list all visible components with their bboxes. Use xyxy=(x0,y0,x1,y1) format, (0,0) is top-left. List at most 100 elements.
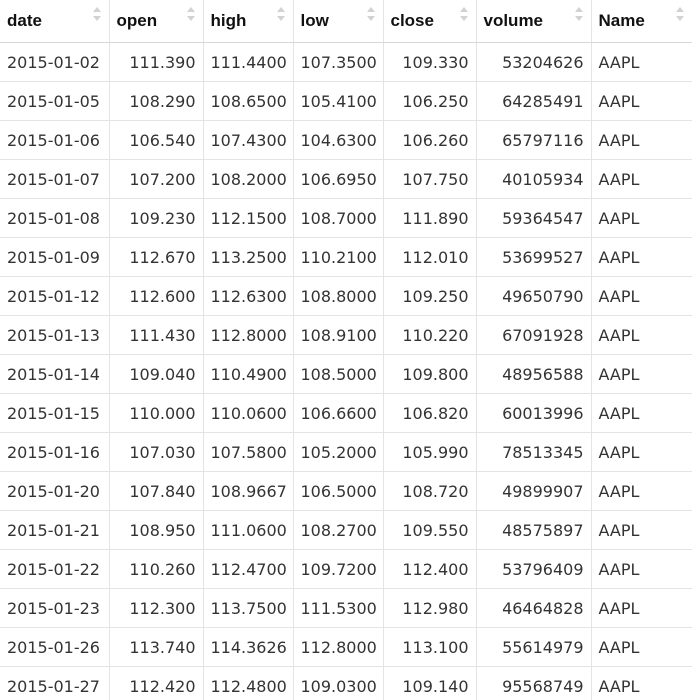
cell-volume: 40105934 xyxy=(476,159,592,199)
cell-open: 108.950 xyxy=(109,510,204,550)
cell-close: 112.400 xyxy=(383,549,477,589)
cell-name: AAPL xyxy=(591,198,692,238)
cell-high: 113.2500 xyxy=(203,237,294,277)
cell-date: 2015-01-13 xyxy=(0,315,110,355)
cell-volume: 60013996 xyxy=(476,393,592,433)
cell-high: 110.4900 xyxy=(203,354,294,394)
cell-low: 108.7000 xyxy=(293,198,384,238)
column-header-label: close xyxy=(390,11,434,30)
cell-open: 106.540 xyxy=(109,120,204,160)
column-header-low[interactable]: low xyxy=(293,0,384,43)
cell-low: 108.2700 xyxy=(293,510,384,550)
sort-descending-icon[interactable] xyxy=(276,16,285,21)
cell-high: 108.2000 xyxy=(203,159,294,199)
sort-ascending-icon[interactable] xyxy=(459,7,468,12)
sort-arrows-icon[interactable] xyxy=(366,7,376,23)
cell-close: 106.250 xyxy=(383,81,477,121)
sort-ascending-icon[interactable] xyxy=(366,7,375,12)
table-row: 2015-01-08 109.230 112.1500 108.7000 111.890… xyxy=(0,198,692,238)
sort-descending-icon[interactable] xyxy=(366,16,375,21)
cell-name: AAPL xyxy=(591,315,692,355)
table-row: 2015-01-02 111.390 111.4400 107.3500 109.330… xyxy=(0,42,692,82)
cell-open: 107.840 xyxy=(109,471,204,511)
sort-descending-icon[interactable] xyxy=(676,16,684,21)
cell-close: 108.720 xyxy=(383,471,477,511)
cell-volume: 53204626 xyxy=(476,42,592,82)
column-header-date[interactable]: date xyxy=(0,0,110,43)
table-row: 2015-01-22 110.260 112.4700 109.7200 112.400… xyxy=(0,549,692,589)
cell-close: 112.980 xyxy=(383,588,477,628)
sort-arrows-icon[interactable] xyxy=(276,7,286,23)
cell-date: 2015-01-07 xyxy=(0,159,110,199)
table-row: 2015-01-15 110.000 110.0600 106.6600 106.820… xyxy=(0,393,692,433)
table-body: 2015-01-02 111.390 111.4400 107.3500 109.330… xyxy=(0,42,692,700)
column-header-label: date xyxy=(7,11,42,30)
cell-high: 112.4800 xyxy=(203,666,294,700)
sort-ascending-icon[interactable] xyxy=(276,7,285,12)
cell-date: 2015-01-06 xyxy=(0,120,110,160)
cell-date: 2015-01-22 xyxy=(0,549,110,589)
cell-date: 2015-01-27 xyxy=(0,666,110,700)
column-header-close[interactable]: close xyxy=(383,0,477,43)
cell-volume: 67091928 xyxy=(476,315,592,355)
sort-arrows-icon[interactable] xyxy=(459,7,469,23)
cell-low: 105.4100 xyxy=(293,81,384,121)
cell-low: 108.9100 xyxy=(293,315,384,355)
sort-arrows-icon[interactable] xyxy=(574,7,584,23)
cell-volume: 48956588 xyxy=(476,354,592,394)
cell-close: 109.330 xyxy=(383,42,477,82)
sort-ascending-icon[interactable] xyxy=(186,7,195,12)
sort-descending-icon[interactable] xyxy=(574,16,583,21)
cell-high: 110.0600 xyxy=(203,393,294,433)
cell-close: 106.260 xyxy=(383,120,477,160)
sort-descending-icon[interactable] xyxy=(459,16,468,21)
sort-ascending-icon[interactable] xyxy=(676,7,684,12)
table-row: 2015-01-23 112.300 113.7500 111.5300 112.980… xyxy=(0,588,692,628)
cell-low: 106.6950 xyxy=(293,159,384,199)
cell-close: 110.220 xyxy=(383,315,477,355)
sort-descending-icon[interactable] xyxy=(186,16,195,21)
column-header-label: volume xyxy=(483,11,544,30)
cell-date: 2015-01-20 xyxy=(0,471,110,511)
cell-volume: 53796409 xyxy=(476,549,592,589)
sort-ascending-icon[interactable] xyxy=(574,7,583,12)
cell-high: 112.4700 xyxy=(203,549,294,589)
cell-low: 106.5000 xyxy=(293,471,384,511)
cell-low: 111.5300 xyxy=(293,588,384,628)
cell-date: 2015-01-12 xyxy=(0,276,110,316)
cell-open: 112.300 xyxy=(109,588,204,628)
sort-arrows-icon[interactable] xyxy=(676,7,685,23)
cell-name: AAPL xyxy=(591,510,692,550)
cell-volume: 49899907 xyxy=(476,471,592,511)
cell-open: 111.430 xyxy=(109,315,204,355)
cell-high: 112.6300 xyxy=(203,276,294,316)
cell-volume: 48575897 xyxy=(476,510,592,550)
cell-volume: 46464828 xyxy=(476,588,592,628)
column-header-label: open xyxy=(116,11,158,30)
cell-low: 112.8000 xyxy=(293,627,384,667)
sort-arrows-icon[interactable] xyxy=(186,7,196,23)
column-header-open[interactable]: open xyxy=(109,0,204,43)
cell-volume: 64285491 xyxy=(476,81,592,121)
cell-close: 109.550 xyxy=(383,510,477,550)
cell-open: 107.030 xyxy=(109,432,204,472)
cell-date: 2015-01-21 xyxy=(0,510,110,550)
column-header-volume[interactable]: volume xyxy=(476,0,592,43)
cell-low: 106.6600 xyxy=(293,393,384,433)
cell-date: 2015-01-05 xyxy=(0,81,110,121)
cell-low: 104.6300 xyxy=(293,120,384,160)
cell-name: AAPL xyxy=(591,159,692,199)
cell-name: AAPL xyxy=(591,237,692,277)
cell-close: 111.890 xyxy=(383,198,477,238)
cell-name: AAPL xyxy=(591,393,692,433)
table-row: 2015-01-06 106.540 107.4300 104.6300 106.260… xyxy=(0,120,692,160)
sort-descending-icon[interactable] xyxy=(92,16,101,21)
column-header-high[interactable]: high xyxy=(203,0,294,43)
cell-low: 109.7200 xyxy=(293,549,384,589)
cell-high: 112.8000 xyxy=(203,315,294,355)
sort-ascending-icon[interactable] xyxy=(92,7,101,12)
cell-date: 2015-01-14 xyxy=(0,354,110,394)
sort-arrows-icon[interactable] xyxy=(92,7,102,23)
column-header-name[interactable]: Name xyxy=(591,0,692,43)
